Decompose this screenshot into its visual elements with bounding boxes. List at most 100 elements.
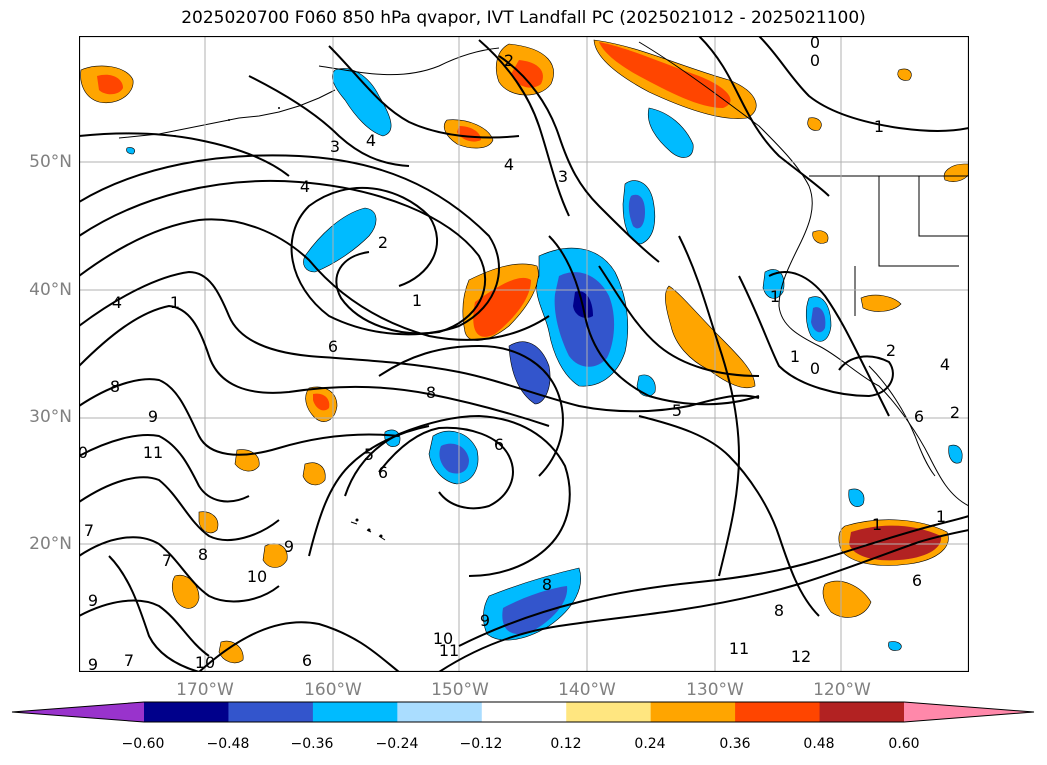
contour-label: 1 — [936, 507, 946, 526]
latitude-label: 20°N — [29, 534, 72, 554]
colorbar-extend-min — [12, 702, 144, 722]
latitude-label: 50°N — [29, 152, 72, 172]
contour-label: 11 — [439, 641, 459, 660]
colorbar-segment — [144, 702, 229, 722]
colorbar-segment — [397, 702, 483, 722]
contour-label: 11 — [143, 443, 163, 462]
positive-anomaly-patch — [302, 462, 326, 486]
contour-line — [79, 132, 290, 177]
contour-line — [79, 304, 550, 427]
contour-line — [458, 515, 969, 647]
negative-anomaly-patch — [948, 444, 963, 464]
contour-label: 12 — [791, 647, 811, 666]
latitude-label: 40°N — [29, 280, 72, 300]
negative-anomaly-patch — [647, 107, 694, 158]
contour-line — [79, 270, 760, 413]
contour-label: 0 — [810, 36, 820, 52]
negative-anomaly-patch — [502, 586, 568, 635]
contour-label: 4 — [940, 355, 950, 374]
latitude-label: 30°N — [29, 407, 72, 427]
colorbar-segment — [650, 702, 736, 722]
contour-label: 3 — [330, 137, 340, 156]
negative-anomaly-patch — [303, 207, 377, 273]
colorbar-tick-label: 0.24 — [634, 736, 666, 752]
positive-anomaly-patch — [473, 277, 531, 337]
positive-anomaly-patch — [665, 285, 756, 389]
colorbar-tick-label: −0.12 — [459, 736, 503, 752]
colorbar-tick-label: −0.60 — [121, 736, 165, 752]
contour-label: 1 — [170, 293, 180, 312]
positive-anomaly-patch — [599, 42, 731, 108]
contour-line — [79, 218, 550, 341]
positive-anomaly-patch — [97, 74, 123, 95]
contour-line — [478, 39, 570, 217]
contour-line — [328, 45, 520, 139]
contour-line — [738, 275, 894, 398]
contour-label: 9 — [148, 407, 158, 426]
alaska-coast — [318, 47, 500, 76]
colorbar-tick-label: −0.48 — [206, 736, 250, 752]
positive-anomaly-patch — [943, 163, 969, 182]
colorbar-extend-max — [904, 702, 1034, 722]
contour-label: 8 — [542, 575, 552, 594]
positive-anomaly-patch — [849, 525, 942, 561]
contour-line — [79, 378, 400, 456]
contour-label: 8 — [426, 383, 436, 402]
contour-label: 4 — [300, 177, 310, 196]
positive-anomaly-patch — [860, 294, 902, 312]
contour-label: 8 — [774, 601, 784, 620]
contour-line — [378, 344, 564, 477]
small-islands — [174, 107, 383, 538]
map-title: 2025020700 F060 850 hPa qvapor, IVT Land… — [181, 8, 866, 28]
contour-label: 9 — [88, 655, 98, 672]
colorbar — [11, 701, 1035, 723]
contour-layer — [79, 36, 969, 672]
contour-label: 6 — [494, 435, 504, 454]
colorbar-tick-label: 0.60 — [888, 736, 920, 752]
colorbar-tick-label: 0.48 — [803, 736, 835, 752]
contour-labels: 0 0 1 2 3 4 4 3 4 2 1 4 1 6 8 8 9 11 0 5… — [79, 36, 960, 672]
contour-label: 4 — [366, 131, 376, 150]
positive-anomaly-patch — [313, 393, 330, 411]
contour-line — [248, 75, 410, 167]
contour-line — [108, 555, 200, 672]
contour-label: 10 — [433, 629, 453, 648]
contour-label: 1 — [874, 117, 884, 136]
longitude-label: 140°W — [558, 680, 616, 700]
negative-anomaly-patch — [811, 307, 826, 333]
contour-label: 10 — [195, 653, 215, 672]
contour-label: 2 — [886, 341, 896, 360]
positive-anomaly-patch — [897, 68, 912, 81]
contour-line — [498, 55, 660, 263]
contour-label: 2 — [950, 403, 960, 422]
negative-anomaly-patch — [332, 68, 392, 137]
contour-label: 0 — [810, 359, 820, 378]
contour-line — [79, 599, 210, 657]
contour-label: 8 — [198, 545, 208, 564]
north-america-coast — [638, 41, 969, 507]
longitude-label: 170°W — [176, 680, 234, 700]
contour-label: 7 — [124, 651, 134, 670]
contour-label: 1 — [412, 291, 422, 310]
positive-anomaly-patch — [218, 640, 244, 664]
colorbar-tick-label: −0.24 — [375, 736, 419, 752]
contour-label: 6 — [912, 571, 922, 590]
contour-label: 6 — [302, 651, 312, 670]
contour-label: 1 — [770, 287, 780, 306]
contour-label: 9 — [480, 611, 490, 630]
contour-label: 9 — [88, 591, 98, 610]
contour-line — [79, 536, 280, 603]
contour-label: 4 — [504, 155, 514, 174]
colorbar-segment — [481, 702, 567, 722]
positive-anomaly-patch — [511, 60, 543, 88]
contour-line — [768, 271, 890, 417]
colorbar-tick-label: −0.36 — [290, 736, 334, 752]
contour-line — [678, 235, 741, 577]
colorbar-tick-label: 0.36 — [719, 736, 751, 752]
map-panel: 0 0 1 2 3 4 4 3 4 2 1 4 1 6 8 8 9 11 0 5… — [79, 36, 969, 672]
colorbar-segment — [819, 702, 905, 722]
contour-label: 8 — [110, 377, 120, 396]
longitude-label: 160°W — [304, 680, 362, 700]
negative-anomaly-patch — [508, 341, 551, 405]
contour-label: 6 — [328, 337, 338, 356]
